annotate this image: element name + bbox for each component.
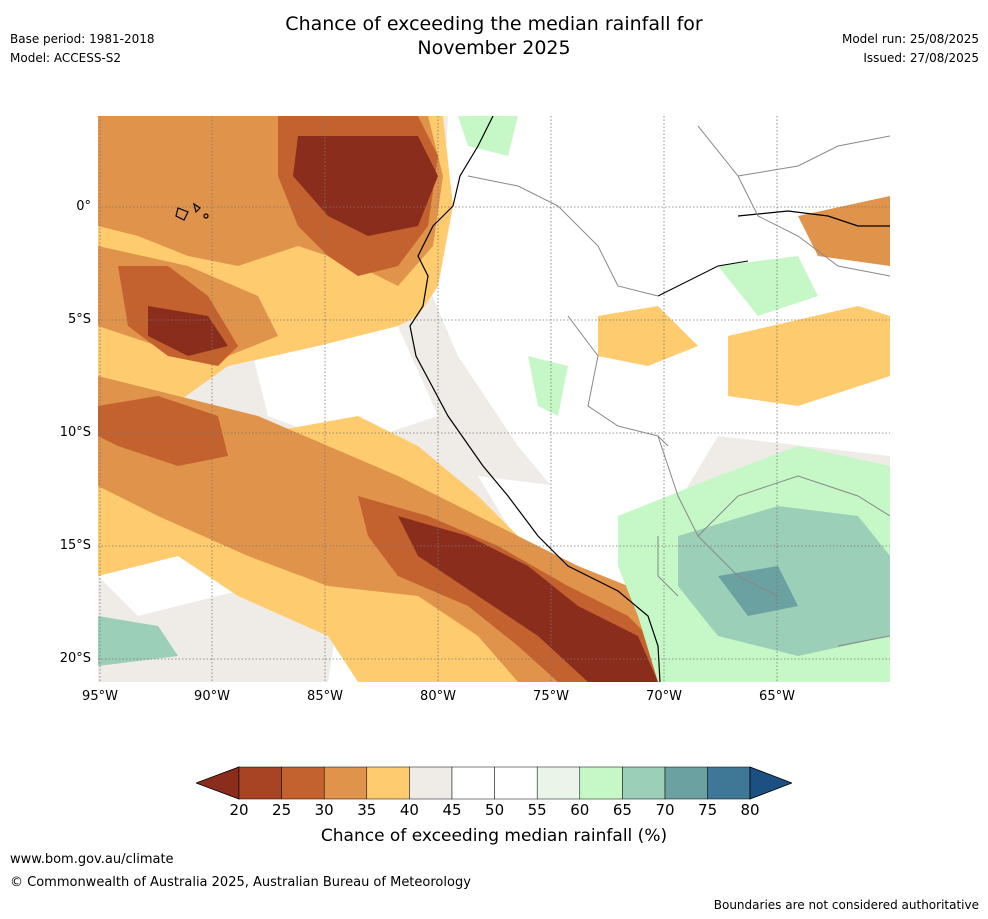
colorbar-graphic [194,766,794,800]
colorbar-bin-50-55 [494,766,538,800]
lat-label-20s: 20°S [59,651,91,666]
colorbar-tick-60: 60 [570,801,590,819]
colorbar-tick-20: 20 [229,801,249,819]
area-extreme-dry-west [148,306,228,356]
colorbar-bin-55-60 [536,766,581,800]
lat-label-5s: 5°S [67,312,91,327]
galapagos-islands [175,202,209,221]
colorbar-bin-45-50 [451,766,495,800]
colorbar-tick-70: 70 [655,801,675,819]
colorbar-tick-40: 40 [399,801,419,819]
lon-label-90w: 90°W [194,689,230,704]
colorbar-tick-45: 45 [442,801,462,819]
colorbar-tick-50: 50 [485,801,505,819]
colorbar-bin-30-35 [323,766,368,800]
amazon-river [737,210,890,227]
lat-label-10s: 10°S [59,425,91,440]
colorbar-tick-80: 80 [740,801,760,819]
area-wet-inland [528,356,568,416]
boundary-disclaimer: Boundaries are not considered authoritat… [713,898,979,912]
lon-label-85w: 85°W [307,689,343,704]
lon-label-70w: 70°W [646,689,682,704]
area-wet-north-coast [458,116,518,156]
colorbar-title: Chance of exceeding median rainfall (%) [320,826,668,846]
lat-label-0: 0° [76,199,91,214]
area-wet-southwest [98,616,178,666]
colorbar-bin-20-25 [238,766,282,800]
country-borders [467,125,890,647]
colorbar-bin-65-70 [622,766,666,800]
meta-left: Base period: 1981-2018 Model: ACCESS-S2 [10,30,155,68]
rainfall-map [98,116,890,682]
colorbar-bin-25-30 [281,766,325,800]
colorbar-tick-35: 35 [357,801,377,819]
area-dry-amazon [798,196,890,266]
title-line-1: Chance of exceeding the median rainfall … [285,13,703,35]
river-branch [657,260,749,297]
issued-date: Issued: 27/08/2025 [863,51,979,65]
map-grid [98,116,890,682]
area-wet-amazon [718,256,818,316]
lat-label-15s: 15°S [59,538,91,553]
map-canvas [98,116,890,682]
area-extreme-dry-north [293,136,438,236]
area-dry-inland-east [728,306,890,406]
lon-label-95w: 95°W [82,689,118,704]
lon-label-80w: 80°W [420,689,456,704]
colorbar-tick-65: 65 [612,801,632,819]
colorbar-bin-35-40 [366,766,410,800]
lon-label-65w: 65°W [759,689,795,704]
colorbar-tick-25: 25 [272,801,292,819]
colorbar-tick-55: 55 [527,801,547,819]
model-name: Model: ACCESS-S2 [10,51,122,65]
coastline [409,116,661,682]
bom-website: www.bom.gov.au/climate [10,852,174,867]
colorbar-tick-75: 75 [698,801,718,819]
colorbar-low-arrow [194,766,240,800]
area-very-dry-sw [98,396,228,466]
colorbar-tick-30: 30 [314,801,334,819]
area-dry-inland [598,306,698,366]
area-normal-ocean-1 [248,326,438,446]
title-line-2: November 2025 [417,37,571,59]
colorbar-high-arrow [749,766,794,800]
model-run: Model run: 25/08/2025 [841,32,979,46]
area-extreme-dry-coast [398,516,658,682]
meta-right: Model run: 25/08/2025 Issued: 27/08/2025 [842,30,979,68]
base-period: Base period: 1981-2018 [10,32,155,46]
map-title: Chance of exceeding the median rainfall … [0,12,988,60]
colorbar-bin-75-80 [707,766,751,800]
colorbar [194,766,794,800]
copyright-notice: © Commonwealth of Australia 2025, Austra… [10,875,471,890]
colorbar-bin-40-45 [409,766,453,800]
colorbar-bin-70-75 [664,766,708,800]
area-wettest-southeast [718,566,798,616]
colorbar-bin-60-65 [579,766,623,800]
lon-label-75w: 75°W [533,689,569,704]
